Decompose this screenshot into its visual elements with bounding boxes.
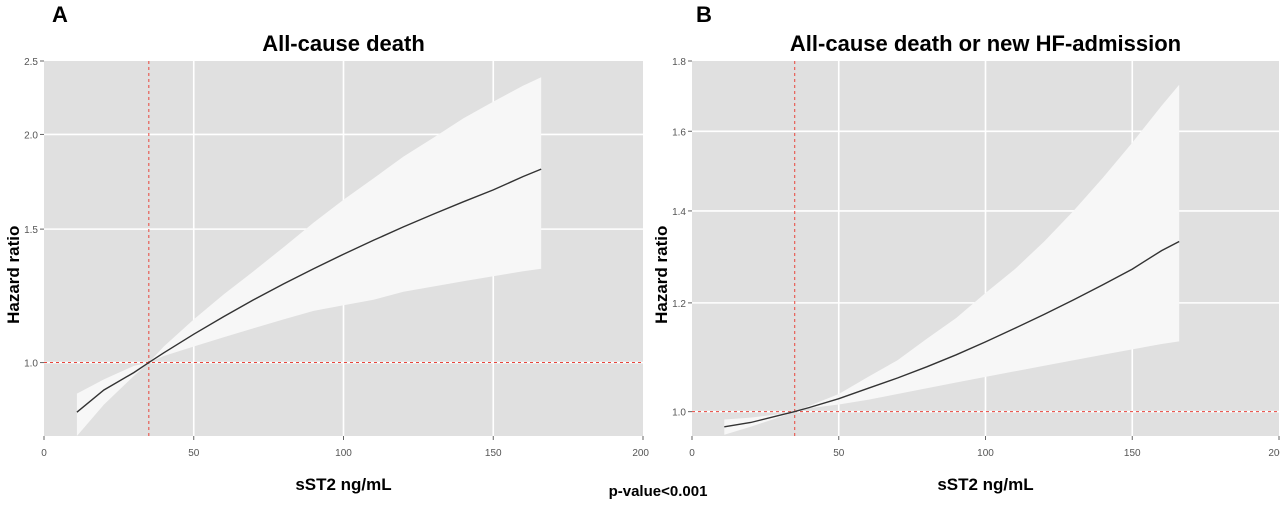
x-tick-label: 150 <box>485 448 502 459</box>
y-tick-label: 1.0 <box>672 408 686 419</box>
y-tick-label: 1.6 <box>672 127 686 138</box>
y-tick-label: 1.4 <box>672 207 686 218</box>
y-tick-label: 1.8 <box>672 57 686 68</box>
p-value-label: p-value<0.001 <box>609 483 708 500</box>
chart-title: All-cause death <box>262 31 425 56</box>
y-tick-label: 1.5 <box>24 225 38 236</box>
hazard-ratio-line <box>76 168 542 413</box>
y-axis-label: Hazard ratio <box>4 226 23 324</box>
hazard-ratio-line <box>724 240 1180 428</box>
x-tick-label: 50 <box>833 448 845 459</box>
x-tick-label: 200 <box>1268 448 1280 459</box>
confidence-band <box>724 84 1180 435</box>
y-axis-label: Hazard ratio <box>652 226 671 324</box>
x-tick-label: 200 <box>632 448 649 459</box>
x-axis-label: sST2 ng/mL <box>295 475 391 494</box>
x-axis-label: sST2 ng/mL <box>937 475 1033 494</box>
y-tick-label: 2.0 <box>24 130 38 141</box>
y-tick-label: 1.0 <box>24 359 38 370</box>
panel-letter: A <box>52 2 68 27</box>
x-tick-label: 100 <box>977 448 994 459</box>
y-tick-label: 1.2 <box>672 299 686 310</box>
chart-panel-a: 0 50 100 150 200 1.0 1.5 2.0 2.5 A All-cause death… <box>4 2 649 494</box>
chart-panel-b: 0 50 100 150 200 1.0 1.2 1.4 1.6 1.8 B All-cause de… <box>652 2 1280 494</box>
x-tick-label: 50 <box>188 448 200 459</box>
panel-letter: B <box>696 2 712 27</box>
x-tick-label: 0 <box>41 448 47 459</box>
confidence-band <box>76 77 542 436</box>
y-tick-label: 2.5 <box>24 57 38 68</box>
x-tick-label: 0 <box>689 448 695 459</box>
x-tick-label: 100 <box>335 448 352 459</box>
x-tick-label: 150 <box>1124 448 1141 459</box>
chart-title: All-cause death or new HF-admission <box>790 31 1181 56</box>
